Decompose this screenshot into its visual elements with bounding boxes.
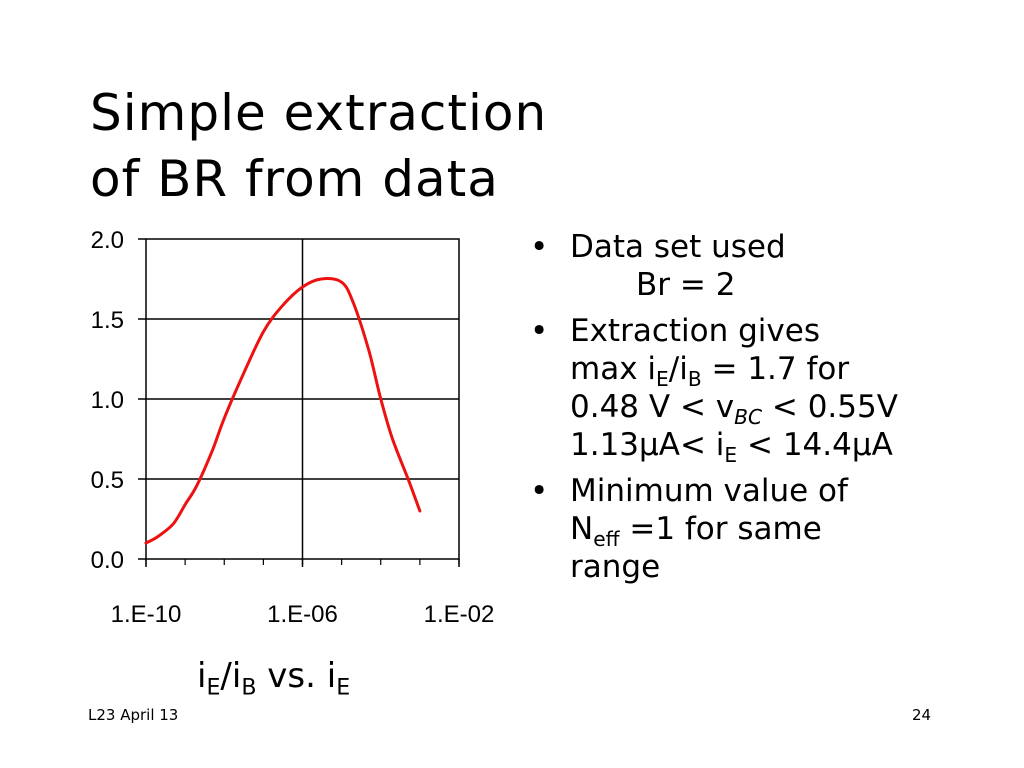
bullet-list: Data set used Br = 2 Extraction gives ma…: [530, 228, 970, 594]
y-tick-label: 1.5: [91, 307, 124, 334]
y-tick-label: 0.0: [91, 547, 124, 574]
x-tick-label: 1.E-06: [267, 601, 338, 628]
slide-title: Simple extraction of BR from data: [90, 80, 650, 212]
series-line: [144, 277, 422, 545]
x-tick-label: 1.E-10: [111, 601, 182, 628]
bullet-data-set: Data set used Br = 2: [530, 228, 970, 304]
y-tick-label: 1.0: [91, 387, 124, 414]
chart-ticks: 2.0 1.5 1.0 0.5 0.0 1.E-10 1.E-06 1.E-02: [91, 227, 495, 628]
chart-axes: [138, 238, 460, 567]
title-line-1: Simple extraction: [90, 84, 548, 142]
slide-number: 24: [912, 706, 932, 724]
y-tick-label: 0.5: [91, 467, 124, 494]
chart-caption: iE/iB vs. iE: [197, 656, 351, 701]
x-tick-label: 1.E-02: [424, 601, 495, 628]
bullet-extraction: Extraction gives max iE/iB = 1.7 for 0.4…: [530, 312, 970, 465]
bullet-minimum: Minimum value of Neff =1 for same range: [530, 472, 970, 586]
chart-series: [144, 277, 422, 545]
footer-date: L23 April 13: [88, 706, 179, 724]
title-line-2: of BR from data: [90, 150, 499, 208]
y-tick-label: 2.0: [91, 227, 124, 254]
